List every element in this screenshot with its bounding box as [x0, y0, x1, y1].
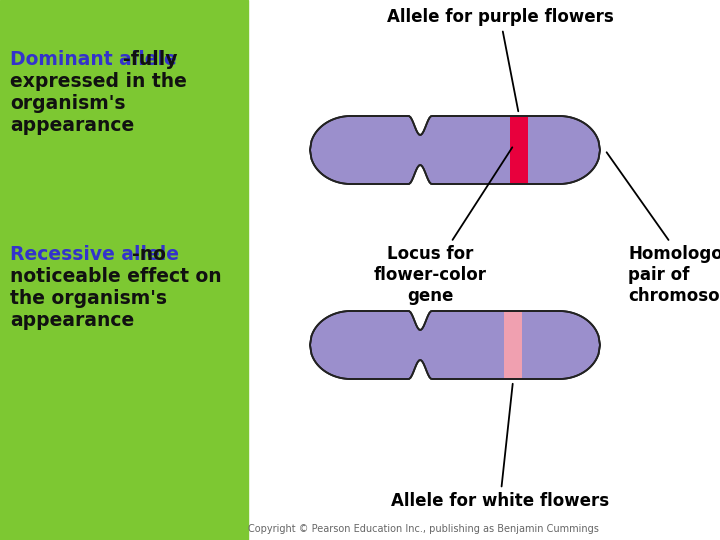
Text: Dominant allele: Dominant allele: [10, 50, 176, 69]
Text: noticeable effect on: noticeable effect on: [10, 267, 222, 286]
Text: Recessive allele: Recessive allele: [10, 245, 179, 264]
Bar: [0, 0, 248, 540]
Text: Allele for purple flowers: Allele for purple flowers: [387, 8, 613, 111]
Text: -no: -no: [132, 245, 166, 264]
Text: appearance: appearance: [10, 116, 134, 135]
Polygon shape: [504, 312, 522, 378]
Polygon shape: [510, 117, 528, 183]
Text: the organism's: the organism's: [10, 289, 167, 308]
Text: appearance: appearance: [10, 311, 134, 330]
Polygon shape: [310, 311, 600, 379]
Text: Locus for
flower-color
gene: Locus for flower-color gene: [374, 147, 513, 305]
Text: Homologous
pair of
chromosomes: Homologous pair of chromosomes: [607, 152, 720, 305]
Text: Copyright © Pearson Education Inc., publishing as Benjamin Cummings: Copyright © Pearson Education Inc., publ…: [248, 524, 599, 534]
Text: expressed in the: expressed in the: [10, 72, 187, 91]
Polygon shape: [310, 116, 600, 184]
Text: organism's: organism's: [10, 94, 125, 113]
Text: -fully: -fully: [123, 50, 178, 69]
Text: Allele for white flowers: Allele for white flowers: [391, 384, 609, 510]
